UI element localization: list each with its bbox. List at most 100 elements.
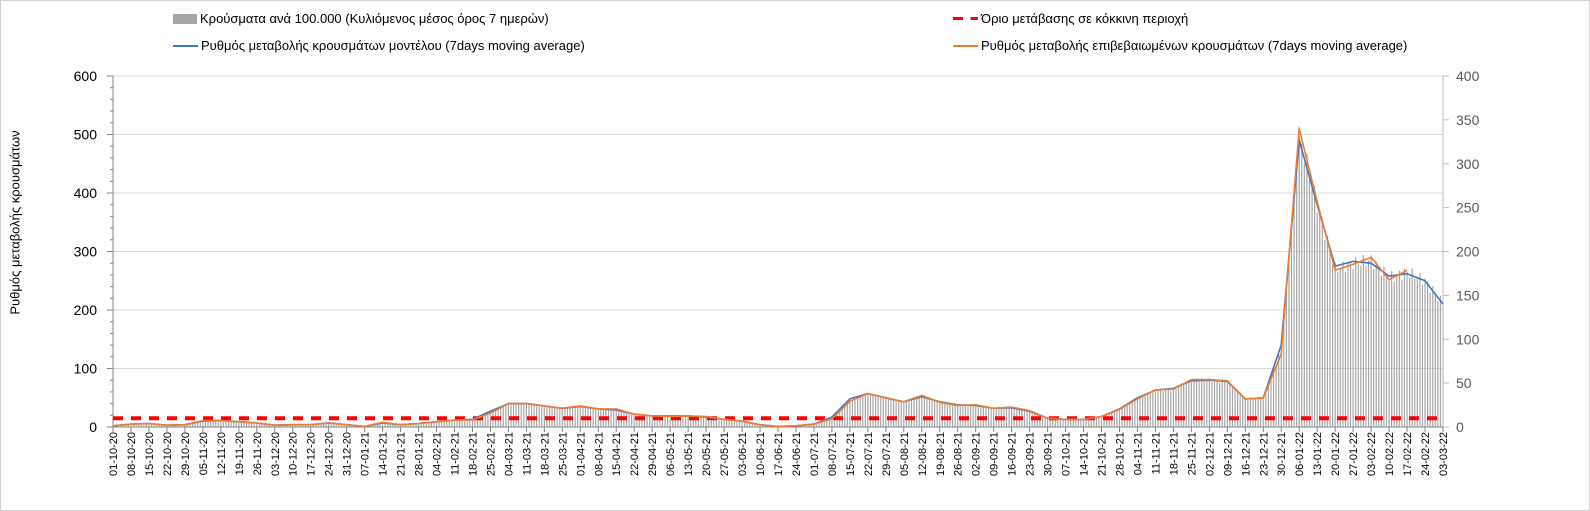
bar [489,412,492,427]
bar [910,400,913,427]
bar [592,407,594,427]
bar [1234,389,1236,427]
y-left-tick-label: 100 [74,361,98,377]
x-tick-label: 12-08-21 [917,432,929,476]
bar [1113,412,1115,427]
bar [874,396,877,427]
bar [335,423,337,427]
bar [1298,126,1300,427]
bar [181,424,183,427]
bar [666,416,669,427]
bar [184,424,186,427]
bar [1272,370,1275,427]
bar [1421,284,1424,427]
bar [1095,416,1097,427]
y-left-tick-label: 600 [74,68,98,84]
x-tick-label: 22-10-20 [162,432,174,476]
bar [505,404,507,427]
bar [697,416,700,427]
bar [1396,274,1398,427]
bar [1365,266,1367,427]
bar [726,419,728,427]
bar [1029,411,1031,427]
bar [993,408,995,427]
bar [1334,262,1336,427]
bar [346,424,348,427]
bar [1090,418,1092,427]
bar [322,423,325,427]
x-tick-label: 15-10-20 [144,432,156,476]
x-tick-label: 25-03-21 [557,432,569,476]
x-tick-label: 02-09-21 [971,432,983,476]
bar [887,398,890,427]
x-tick-label: 20-01-22 [1330,432,1342,476]
bar [381,422,384,427]
bar [818,422,820,427]
bar [708,417,710,427]
bar [659,416,661,427]
bar [469,420,471,427]
bar [610,409,612,427]
bar [951,405,954,427]
bar [728,420,730,427]
x-tick-label: 24-12-20 [324,432,336,476]
bar [1170,390,1172,427]
bar [289,424,291,427]
bar [1088,418,1090,427]
bar [394,423,397,427]
legend-item-confirmed: Ρυθμός μεταβολής επιβεβαιωμένων κρουσμάτ… [953,38,1407,53]
bar [1316,212,1318,427]
bar [633,413,635,427]
bar [371,424,373,427]
x-tick-label: 27-01-22 [1348,432,1360,476]
bar [1439,295,1442,427]
bar [376,423,379,427]
bar [1352,269,1354,427]
bar [928,398,931,427]
x-tick-label: 15-07-21 [845,432,857,476]
bar [828,418,830,427]
bar [158,424,160,427]
bar [872,393,874,427]
bar [315,424,317,427]
x-tick-label: 04-02-21 [432,432,444,476]
bar [541,404,543,427]
bar [939,403,941,427]
bar [949,403,951,427]
bar [723,419,725,427]
bar [1188,380,1190,427]
bar [1409,278,1411,427]
bar [1370,255,1372,427]
bar [808,424,810,427]
bar [1167,388,1169,427]
x-tick-label: 13-05-21 [683,432,695,476]
bar [877,395,879,427]
bar [684,416,687,427]
bar [1252,398,1254,427]
x-tick-label: 11-02-21 [449,432,461,475]
bar [1278,355,1280,427]
bar [1213,380,1216,427]
bar [392,423,394,427]
bar [523,403,525,427]
bar [926,397,928,427]
bar [1339,268,1341,427]
bar [276,425,278,427]
bar [171,425,173,427]
x-tick-label: 19-08-21 [935,432,947,476]
bar [304,424,307,427]
bar [677,416,679,427]
y-right-tick-label: 100 [1456,331,1480,347]
bar [1388,280,1390,427]
y-right-tick-label: 150 [1456,287,1480,303]
bar [197,421,199,427]
bar [672,416,674,427]
bar [1329,251,1331,427]
bar [746,422,748,427]
x-tick-label: 20-05-21 [701,432,713,476]
confirmed-line [112,127,1408,428]
x-tick-label: 18-03-21 [539,432,551,476]
bar [215,420,217,427]
bar [179,424,181,427]
bar [1044,417,1046,427]
